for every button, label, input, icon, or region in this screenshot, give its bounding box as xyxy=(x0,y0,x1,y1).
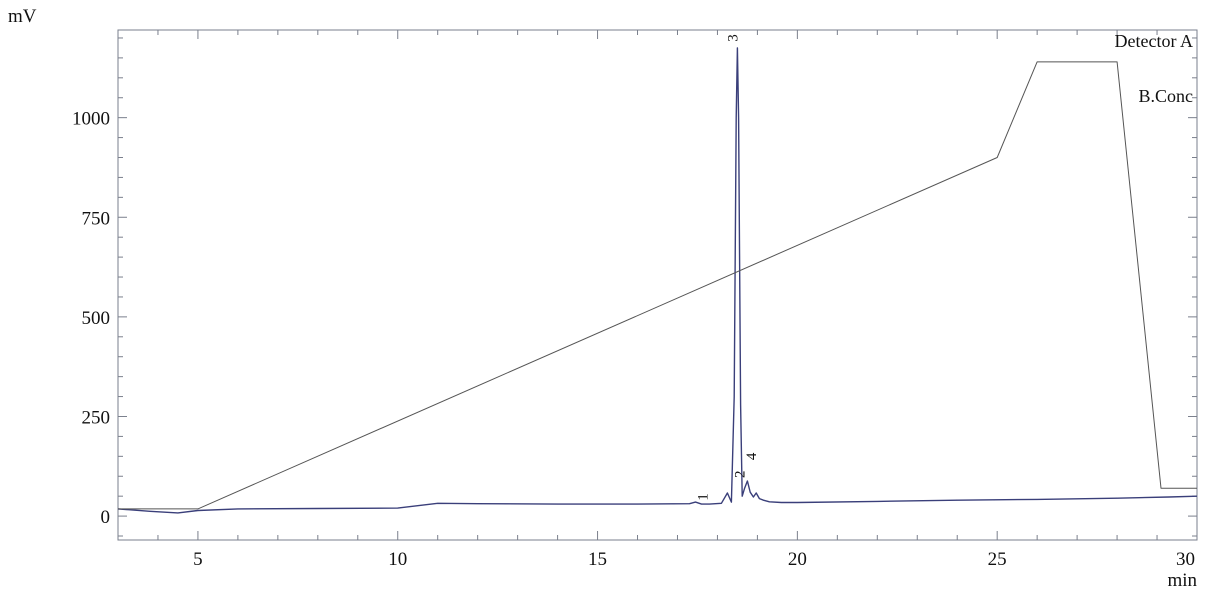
x-tick-label: 30 xyxy=(1176,549,1195,570)
axis-ticks xyxy=(117,30,1198,540)
y-tick-label: 0 xyxy=(101,507,111,528)
y-tick-label: 250 xyxy=(82,407,111,428)
series-lines xyxy=(117,47,1198,514)
peak-label: 4 xyxy=(744,452,760,460)
y-tick-label: 750 xyxy=(82,208,111,229)
peak-label: 2 xyxy=(733,471,749,479)
y-tick-label: 500 xyxy=(82,308,111,329)
y-tick-label: 1000 xyxy=(72,109,110,130)
peak-label: 3 xyxy=(725,34,741,42)
plot-frame xyxy=(117,29,1198,541)
peak-label: 1 xyxy=(695,493,711,501)
peak-labels: 1 2 3 4 xyxy=(695,34,760,501)
legend-b-conc: B.Conc xyxy=(1138,86,1193,106)
legend-detector-a: Detector A xyxy=(1115,31,1193,51)
x-tick-label: 15 xyxy=(588,549,607,570)
axis-tick-labels: 5 10 15 20 25 30 0 250 500 750 1000 xyxy=(72,109,1195,570)
x-tick-label: 5 xyxy=(193,549,203,570)
b-conc-line xyxy=(118,61,1197,510)
detector-a-line xyxy=(117,47,1198,514)
x-tick-label: 25 xyxy=(988,549,1007,570)
x-tick-label: 10 xyxy=(388,549,407,570)
x-axis-unit-label: min xyxy=(1167,570,1197,591)
y-axis-unit-label: mV xyxy=(8,6,37,27)
x-tick-label: 20 xyxy=(788,549,807,570)
plot-border xyxy=(117,29,1198,541)
